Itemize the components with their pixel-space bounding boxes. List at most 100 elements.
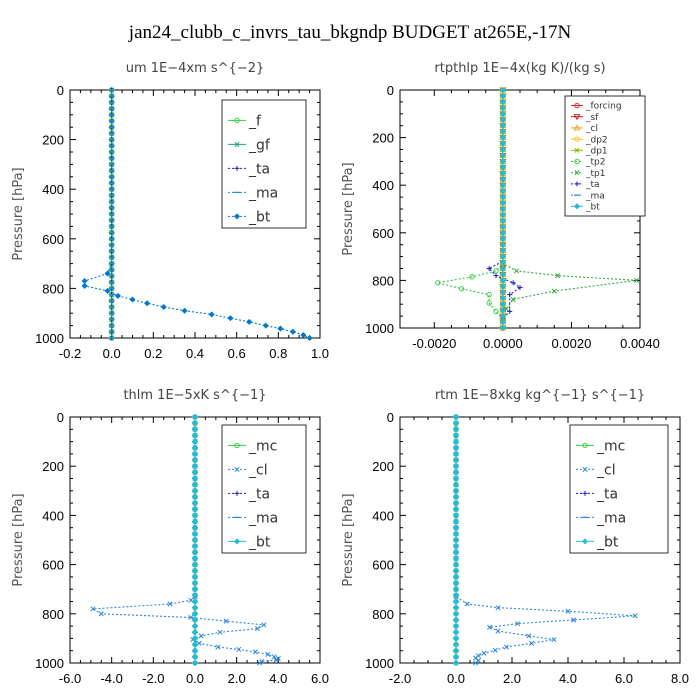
data-point [487, 624, 493, 630]
data-point [191, 493, 199, 500]
x-tick-label: 0.0000 [483, 336, 523, 351]
data-point [632, 613, 638, 619]
data-point [452, 487, 460, 494]
data-point [191, 463, 199, 470]
series-tp2 [435, 87, 506, 331]
data-point [114, 292, 121, 299]
data-point [191, 567, 199, 574]
data-point [555, 273, 561, 279]
data-point [271, 654, 277, 660]
y-tick-label: 800 [372, 607, 394, 622]
data-point [526, 633, 532, 639]
data-point [495, 628, 501, 634]
data-point [529, 640, 535, 646]
data-point [481, 650, 487, 656]
data-point [510, 296, 516, 302]
data-point [452, 457, 460, 464]
x-tick-label: 0.0020 [552, 336, 592, 351]
data-point [452, 592, 460, 599]
legend: _mc _cl _ta _ma _bt [221, 424, 307, 554]
data-point [198, 633, 204, 639]
data-point [191, 586, 199, 593]
legend-marker [234, 442, 240, 449]
data-point [499, 247, 506, 254]
data-point [104, 270, 111, 277]
legend-entry: _cl [596, 462, 616, 478]
data-point [499, 324, 506, 332]
data-point [499, 271, 506, 278]
legend-entry: _ta [585, 180, 600, 190]
data-point [499, 307, 506, 314]
data-point [452, 629, 460, 636]
data-point [452, 481, 460, 488]
y-tick-label: 1000 [365, 656, 394, 671]
data-point [499, 295, 506, 302]
data-point [499, 223, 506, 230]
data-point [191, 444, 199, 451]
data-point [144, 300, 151, 307]
data-point [191, 420, 199, 427]
data-point [499, 217, 506, 224]
data-point [452, 432, 460, 439]
data-point [499, 277, 506, 284]
y-tick-label: 200 [42, 459, 64, 474]
data-point [265, 651, 271, 657]
data-point [261, 622, 267, 628]
data-point [499, 235, 506, 242]
x-tick-label: 0.4 [186, 346, 204, 361]
data-point [191, 438, 199, 445]
data-point [191, 604, 199, 611]
data-point [493, 308, 499, 314]
data-point [191, 635, 199, 642]
data-point [191, 598, 199, 605]
data-point [452, 616, 460, 623]
data-point [191, 616, 199, 623]
legend-entry: _sf [585, 113, 599, 123]
legend: _f _gf _ta _ma _bt [221, 99, 307, 229]
y-tick-label: 1000 [35, 656, 64, 671]
legend-entry: _dp2 [585, 135, 608, 145]
data-point [499, 122, 506, 129]
data-point [499, 128, 506, 135]
legend-entry: _mc [596, 438, 625, 454]
legend-entry: _bt [248, 209, 271, 225]
data-point [459, 286, 465, 292]
data-point [452, 413, 460, 421]
data-point [452, 555, 460, 562]
data-point [191, 481, 199, 488]
y-tick-label: 200 [372, 131, 394, 146]
data-point [452, 647, 460, 654]
data-point [499, 92, 506, 99]
data-point [300, 331, 307, 339]
x-tick-label: 6.0 [615, 671, 633, 686]
data-point [452, 604, 460, 611]
data-point [191, 457, 199, 464]
data-point [452, 438, 460, 445]
legend-entry: _tp1 [585, 169, 605, 179]
legend: _mc _cl _ta _ma _bt [569, 424, 669, 554]
data-point [452, 500, 460, 507]
data-point [452, 426, 460, 433]
data-point [634, 277, 640, 283]
data-point [191, 450, 199, 457]
legend-marker [582, 466, 588, 472]
y-tick-label: 600 [372, 558, 394, 573]
data-point [167, 601, 173, 607]
data-point [507, 292, 513, 298]
data-point [515, 621, 521, 627]
data-point [493, 268, 499, 274]
data-point [188, 614, 194, 621]
data-point [215, 644, 221, 650]
legend-entry: _f [248, 113, 262, 129]
data-point [90, 606, 96, 612]
data-point [452, 450, 460, 457]
y-tick-label: 400 [42, 182, 64, 197]
data-point [499, 176, 506, 183]
data-point [252, 649, 258, 655]
legend-box [569, 424, 669, 554]
data-point [81, 277, 88, 284]
legend-marker [233, 538, 241, 545]
legend-marker [574, 147, 580, 153]
data-point [191, 469, 199, 476]
data-point [507, 308, 513, 314]
